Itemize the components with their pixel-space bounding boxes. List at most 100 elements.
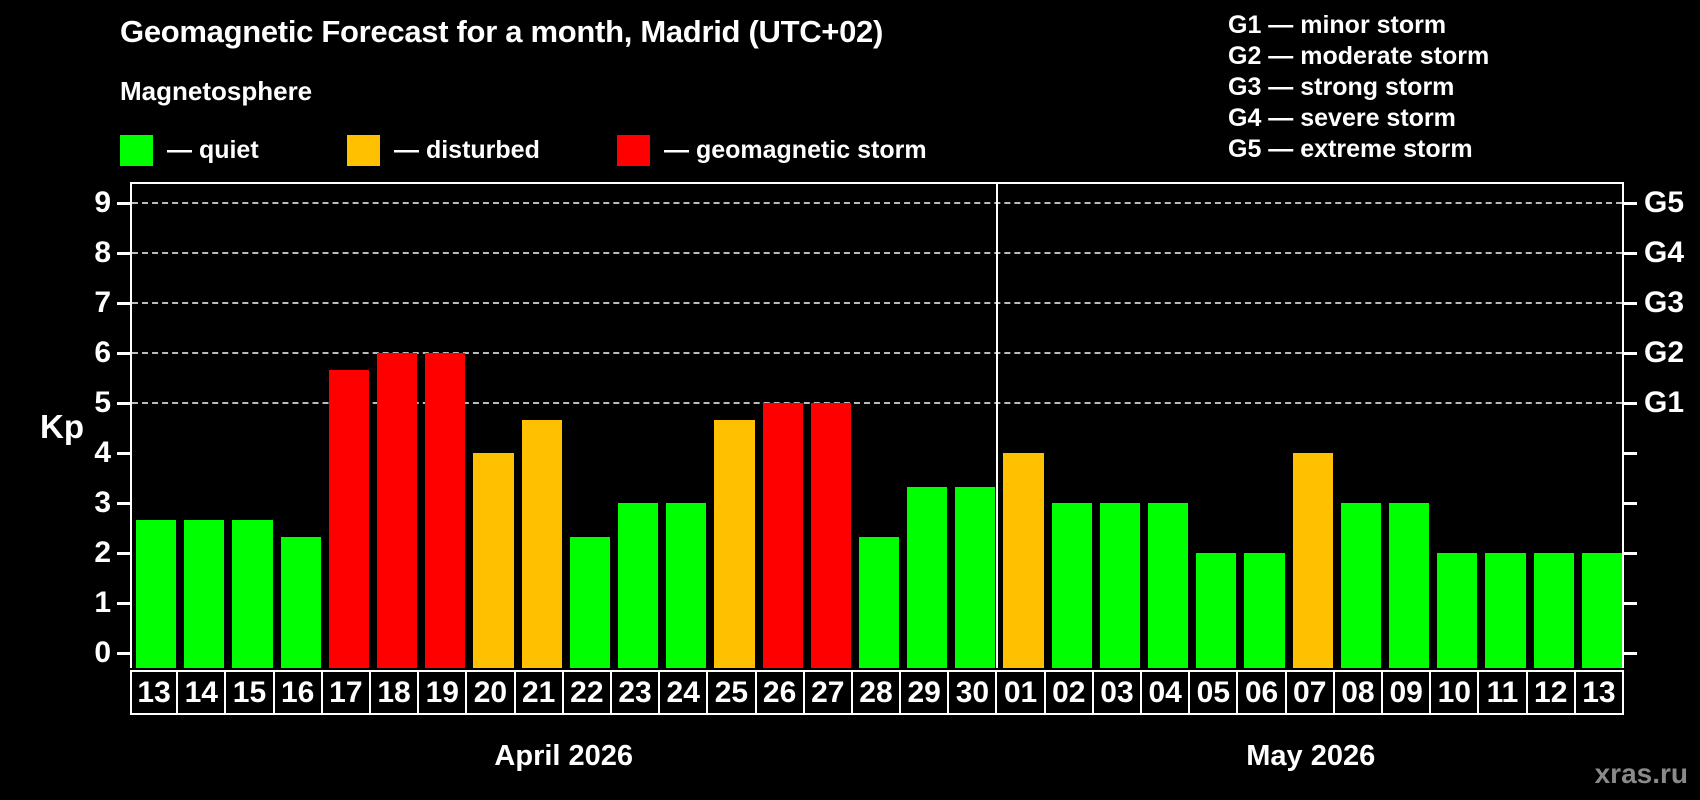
gridline-kp7 (132, 302, 1622, 304)
right-tick-kp4 (1624, 452, 1637, 455)
bar-apr-18 (376, 353, 418, 668)
right-tick-kp6 (1624, 352, 1637, 355)
day-label-apr-27: 27 (802, 670, 853, 715)
day-label-apr-26: 26 (754, 670, 805, 715)
left-tick-kp9 (117, 202, 130, 205)
day-label-may-07: 07 (1284, 670, 1335, 715)
month-label-may: May 2026 (1246, 740, 1376, 772)
legend-disturbed-label: — disturbed (394, 135, 540, 164)
day-label-apr-20: 20 (465, 670, 516, 715)
day-label-apr-30: 30 (947, 670, 998, 715)
legend-item-storm: — geomagnetic storm (617, 133, 927, 167)
bar-apr-21 (521, 419, 562, 668)
right-tick-kp9 (1624, 202, 1637, 205)
gridline-kp6 (132, 352, 1622, 354)
right-tick-kp0 (1624, 652, 1637, 655)
bar-may-06 (1244, 553, 1285, 668)
legend-quiet-label: — quiet (167, 135, 259, 164)
bar-may-04 (1148, 503, 1189, 668)
left-tick-kp7 (117, 302, 130, 305)
g-legend-g4: G4 — severe storm (1228, 104, 1456, 132)
bar-may-13 (1581, 553, 1622, 668)
g-scale-label-g1: G1 (1644, 386, 1685, 419)
g-scale-label-g2: G2 (1644, 336, 1685, 369)
bar-may-05 (1196, 553, 1237, 668)
day-label-apr-13: 13 (130, 670, 179, 715)
legend-item-quiet: — quiet (120, 133, 259, 167)
gridline-kp8 (132, 252, 1622, 254)
right-tick-kp2 (1624, 552, 1637, 555)
left-tick-kp5 (117, 402, 130, 405)
g-scale-legend: G1 — minor storm G2 — moderate storm G3 … (1228, 10, 1489, 165)
g-legend-g3: G3 — strong storm (1228, 73, 1455, 101)
right-tick-kp5 (1624, 402, 1637, 405)
day-label-may-11: 11 (1477, 670, 1528, 715)
right-tick-kp1 (1624, 602, 1637, 605)
month-separator-line (996, 184, 999, 668)
left-tick-kp6 (117, 352, 130, 355)
disturbed-color-swatch (347, 134, 380, 166)
bar-apr-29 (907, 486, 948, 668)
day-label-apr-21: 21 (513, 670, 564, 715)
day-label-may-04: 04 (1140, 670, 1191, 715)
bar-may-11 (1485, 553, 1526, 668)
bar-apr-15 (232, 519, 273, 668)
right-tick-kp8 (1624, 252, 1637, 255)
bar-apr-26 (762, 403, 803, 668)
day-label-may-05: 05 (1188, 670, 1239, 715)
g-legend-g5: G5 — extreme storm (1228, 135, 1473, 163)
gridline-kp9 (132, 202, 1622, 204)
x-axis-day-labels: 13 14 15 16 17 18 19 20 21 22 23 24 25 26 27 28 29 30 01 02… (130, 670, 1624, 715)
day-label-may-02: 02 (1043, 670, 1094, 715)
y-axis-label-4: 4 (94, 436, 111, 469)
right-tick-kp7 (1624, 302, 1637, 305)
y-axis-label-7: 7 (94, 286, 111, 319)
chart-subtitle: Magnetosphere (120, 76, 313, 106)
left-tick-kp1 (117, 602, 130, 605)
gridline-kp5 (132, 402, 1622, 404)
day-label-apr-17: 17 (320, 670, 371, 715)
left-tick-kp0 (117, 652, 130, 655)
day-label-may-12: 12 (1525, 670, 1576, 715)
left-tick-kp3 (117, 502, 130, 505)
chart-title: Geomagnetic Forecast for a month, Madrid… (120, 14, 884, 49)
y-axis-label-2: 2 (94, 536, 111, 569)
day-label-apr-16: 16 (272, 670, 323, 715)
bar-apr-19 (425, 353, 466, 668)
plot-area (130, 182, 1624, 668)
bar-apr-16 (280, 536, 321, 668)
g-legend-g1: G1 — minor storm (1228, 11, 1447, 39)
left-tick-kp4 (117, 452, 130, 455)
y-axis-label-3: 3 (94, 486, 111, 519)
left-tick-kp2 (117, 552, 130, 555)
g-scale-label-g4: G4 (1644, 236, 1685, 269)
left-tick-kp8 (117, 252, 130, 255)
y-axis-label-5: 5 (94, 386, 111, 419)
bar-apr-27 (810, 403, 851, 668)
y-axis-label-0: 0 (94, 636, 111, 669)
bar-apr-17 (328, 369, 369, 668)
day-label-may-06: 06 (1236, 670, 1287, 715)
bar-apr-25 (714, 419, 755, 668)
bar-apr-13 (136, 519, 177, 668)
month-label-april: April 2026 (494, 740, 634, 772)
bar-may-08 (1340, 503, 1382, 668)
right-tick-kp3 (1624, 502, 1637, 505)
day-label-apr-19: 19 (417, 670, 468, 715)
bar-apr-14 (184, 519, 225, 668)
bar-apr-23 (617, 503, 659, 668)
day-label-apr-22: 22 (561, 670, 612, 715)
day-label-apr-23: 23 (609, 670, 661, 715)
bar-may-02 (1051, 503, 1092, 668)
day-label-may-13: 13 (1573, 670, 1624, 715)
storm-color-swatch (617, 134, 650, 166)
day-label-apr-14: 14 (176, 670, 227, 715)
bar-may-03 (1099, 503, 1141, 668)
day-label-may-01: 01 (995, 670, 1046, 715)
bar-apr-20 (473, 453, 514, 668)
y-axis-label-9: 9 (94, 186, 111, 219)
g-scale-label-g3: G3 (1644, 286, 1685, 319)
bar-apr-24 (666, 503, 707, 668)
watermark: xras.ru (1594, 758, 1688, 789)
